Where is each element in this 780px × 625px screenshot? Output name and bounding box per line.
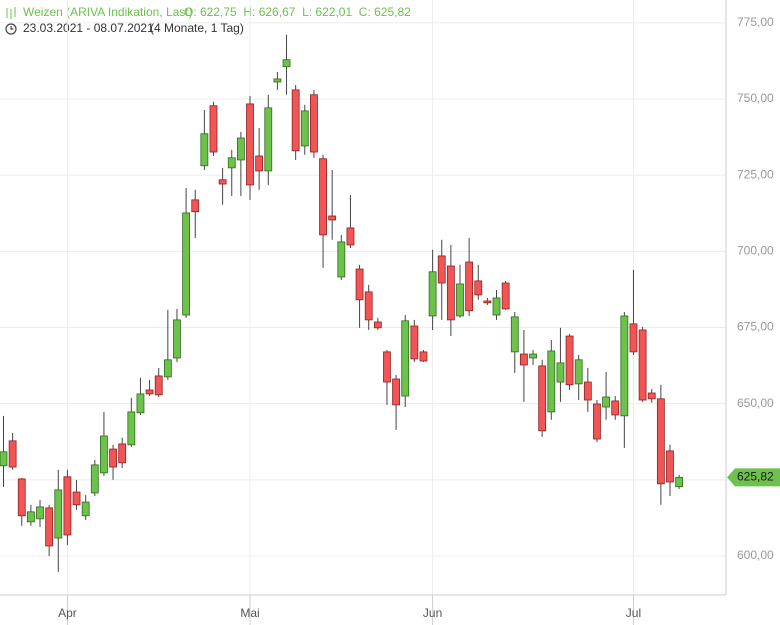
candle-body — [282, 59, 291, 68]
candle-body — [310, 94, 318, 153]
x-tick-label: Mai — [240, 606, 259, 620]
last-price-label: 625,82 — [737, 470, 774, 484]
candle-body — [520, 353, 528, 366]
candle-body — [446, 265, 455, 321]
candle-body — [246, 103, 254, 186]
candle-body — [364, 291, 373, 321]
candle-body — [328, 215, 337, 221]
candle-body — [629, 323, 638, 353]
candle-body — [437, 255, 446, 284]
candle-body — [656, 398, 665, 485]
y-tick-label: 725,00 — [737, 167, 774, 181]
candle-body — [163, 359, 172, 378]
candle-body — [136, 393, 145, 414]
y-tick-label: 650,00 — [737, 396, 774, 410]
candle-body — [556, 362, 565, 383]
candle-body — [264, 107, 273, 172]
x-tick-label: Jul — [626, 606, 641, 620]
period: (4 Monate, 1 Tag) — [150, 21, 244, 35]
candle-body — [81, 501, 90, 517]
candle-body — [638, 329, 647, 401]
candle-body — [17, 478, 26, 517]
candle-body — [510, 316, 519, 353]
candle-body — [218, 179, 227, 185]
candle-body — [410, 325, 419, 360]
candle-body — [547, 350, 556, 413]
candle-body — [456, 283, 464, 317]
candle-body — [401, 320, 410, 397]
candle-body — [565, 335, 574, 386]
last-price-tag — [727, 468, 780, 487]
candle-icon — [6, 7, 16, 19]
candle-body — [100, 435, 108, 474]
candle-body — [419, 351, 428, 362]
candle-body — [0, 451, 8, 467]
candle-body — [611, 400, 620, 416]
clock-icon — [5, 23, 17, 35]
candle-body — [483, 300, 492, 304]
candle-body — [583, 381, 592, 401]
candle-body — [300, 110, 309, 147]
candle-body — [200, 133, 209, 167]
candle-body — [173, 319, 181, 359]
candle-body — [36, 506, 44, 520]
candle-body — [118, 443, 127, 464]
candle-body — [209, 105, 218, 153]
candle-body — [593, 403, 601, 440]
candle-body — [90, 464, 99, 494]
candle-body — [26, 511, 35, 523]
candle-body — [54, 489, 63, 539]
candle-body — [465, 261, 474, 312]
x-tick-label: Apr — [58, 606, 77, 620]
candle-body — [291, 89, 300, 152]
candle-body — [182, 212, 191, 316]
candle-body — [273, 78, 282, 83]
y-tick-label: 600,00 — [737, 548, 774, 562]
candle-body — [154, 375, 163, 396]
candle-body — [346, 227, 355, 246]
candle-body — [227, 157, 236, 169]
candle-body — [574, 359, 583, 385]
x-tick-label: Jun — [423, 606, 442, 620]
candle-body — [45, 507, 54, 547]
candle-body — [127, 411, 136, 446]
candle-body — [383, 351, 391, 383]
candle-body — [620, 315, 629, 417]
y-tick-label: 675,00 — [737, 320, 774, 334]
candle-body — [8, 440, 17, 468]
candle-body — [145, 389, 154, 395]
y-tick-label: 700,00 — [737, 244, 774, 258]
candle-body — [236, 137, 245, 161]
candle-body — [191, 199, 200, 213]
candle-body — [72, 491, 81, 506]
candle-body — [428, 271, 437, 317]
candle-body — [647, 392, 656, 400]
candle-body — [337, 241, 346, 278]
chart-title: Weizen (ARIVA Indikation, Last) — [23, 5, 193, 19]
candle-body — [529, 353, 537, 359]
candle-body — [63, 476, 72, 536]
candle-body — [319, 158, 327, 236]
candle-body — [255, 155, 264, 172]
candle-body — [474, 280, 483, 296]
candle-body — [675, 476, 684, 488]
y-tick-label: 750,00 — [737, 91, 774, 105]
candle-body — [538, 365, 547, 432]
candle-body — [373, 321, 382, 329]
candle-body — [666, 450, 674, 483]
date-range: 23.03.2021 - 08.07.2021 — [23, 21, 154, 35]
candle-body — [392, 378, 400, 406]
ohlc-summary: O: 622,75 H: 626,67 L: 622,01 C: 625,82 — [184, 5, 411, 19]
candle-body — [602, 396, 610, 408]
candle-body — [501, 282, 510, 310]
y-tick-label: 775,00 — [737, 15, 774, 29]
candle-body — [492, 297, 501, 316]
candle-body — [355, 268, 364, 301]
candle-body — [109, 448, 117, 468]
